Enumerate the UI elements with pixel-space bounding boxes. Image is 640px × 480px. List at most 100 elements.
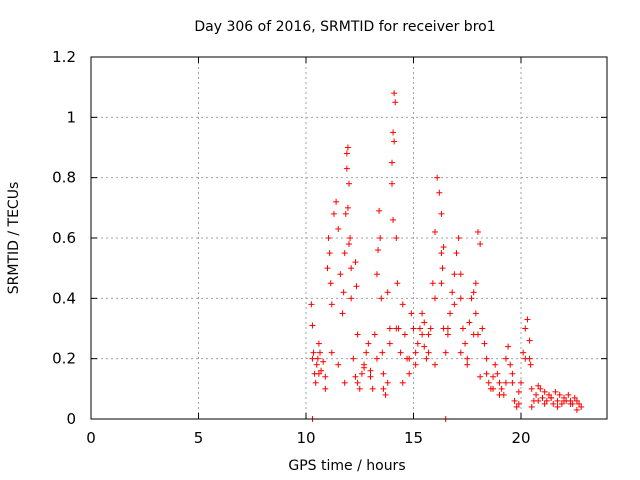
data-point (509, 370, 516, 377)
data-point (401, 331, 408, 338)
data-point (313, 361, 320, 368)
data-point (468, 295, 475, 302)
data-point (399, 379, 406, 386)
data-point (472, 310, 479, 317)
data-point (363, 349, 370, 356)
data-point (412, 361, 419, 368)
data-point (340, 289, 347, 296)
data-point (432, 361, 438, 368)
data-point (464, 355, 471, 362)
data-point (541, 400, 548, 407)
data-point (414, 340, 421, 347)
data-point (341, 250, 348, 257)
data-point (339, 310, 346, 317)
data-point (353, 283, 360, 290)
y-tick-label: 1 (66, 108, 76, 126)
data-point (451, 301, 458, 308)
data-point (376, 207, 383, 214)
data-point (470, 289, 477, 296)
data-point (352, 259, 359, 266)
data-point (439, 265, 446, 272)
data-point (365, 340, 372, 347)
data-point (393, 325, 400, 332)
data-point (344, 204, 351, 211)
y-tick-label: 0.6 (52, 229, 76, 247)
data-point (537, 385, 544, 392)
data-point (545, 391, 552, 398)
data-point (369, 385, 376, 392)
x-tick-label: 15 (404, 429, 423, 447)
data-point (554, 403, 561, 410)
data-point (341, 379, 348, 386)
data-point (389, 159, 395, 166)
data-point (513, 403, 520, 410)
data-point (561, 397, 567, 404)
data-point (526, 337, 533, 344)
data-point (507, 361, 514, 368)
data-point (410, 325, 417, 332)
data-point (386, 340, 393, 347)
data-point (496, 391, 503, 398)
data-point (515, 388, 522, 395)
x-tick-label: 5 (194, 429, 204, 447)
data-point (505, 343, 512, 350)
data-point (373, 271, 380, 278)
data-point (541, 388, 548, 395)
data-point (312, 379, 319, 386)
data-point (432, 228, 438, 235)
data-point (483, 370, 490, 377)
data-point (315, 370, 322, 377)
data-point (475, 228, 481, 235)
data-point (578, 403, 585, 410)
data-point (406, 370, 413, 377)
data-point (444, 331, 451, 338)
data-point (308, 301, 315, 308)
data-point (412, 349, 419, 356)
data-point (438, 280, 445, 287)
data-point (543, 397, 550, 404)
data-point (354, 379, 361, 386)
data-point (453, 250, 460, 257)
data-point (533, 391, 540, 398)
gridlines (91, 57, 607, 419)
data-point (389, 180, 395, 187)
data-point (379, 349, 386, 356)
data-point (397, 349, 404, 356)
data-point (490, 373, 497, 380)
data-point (309, 322, 316, 329)
data-point (419, 331, 426, 338)
data-point (378, 295, 385, 302)
data-point (494, 370, 501, 377)
data-point (527, 361, 534, 368)
data-point (451, 271, 458, 278)
data-point (576, 400, 583, 407)
data-point (327, 280, 334, 287)
y-tick-label: 0 (66, 410, 76, 428)
data-point (425, 349, 432, 356)
data-point (427, 325, 434, 332)
data-point (490, 385, 497, 392)
data-point (567, 400, 574, 407)
data-point (440, 244, 447, 251)
data-point (346, 241, 352, 248)
data-point (391, 90, 398, 97)
data-point (348, 295, 355, 302)
data-point (438, 250, 445, 257)
data-point (309, 355, 316, 362)
data-point (457, 295, 464, 302)
data-point (455, 235, 462, 241)
data-point (322, 385, 329, 392)
data-point (573, 397, 580, 404)
data-point (392, 99, 399, 106)
data-point (416, 325, 423, 332)
data-point (394, 280, 401, 287)
data-point (515, 400, 522, 407)
data-point (522, 355, 529, 362)
data-point (485, 379, 492, 386)
data-point (423, 355, 430, 362)
data-point (477, 373, 484, 380)
data-point (330, 210, 337, 217)
data-point (436, 189, 443, 196)
data-point (324, 265, 331, 272)
